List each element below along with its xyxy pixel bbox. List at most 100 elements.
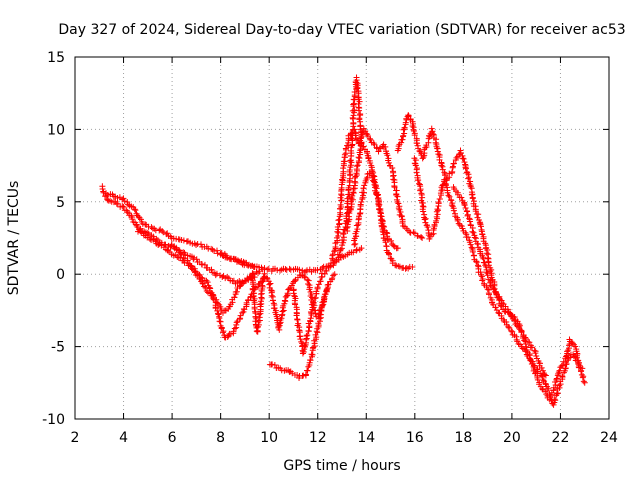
data-point bbox=[468, 244, 475, 251]
data-point bbox=[255, 321, 262, 328]
data-point bbox=[514, 338, 521, 345]
data-point bbox=[256, 311, 263, 318]
data-point bbox=[199, 280, 206, 287]
data-point bbox=[155, 242, 162, 249]
data-point bbox=[369, 177, 376, 184]
data-point bbox=[509, 315, 516, 322]
data-point bbox=[357, 142, 364, 149]
data-point bbox=[497, 296, 504, 303]
data-point bbox=[352, 179, 359, 186]
data-point bbox=[188, 265, 195, 272]
data-series bbox=[290, 74, 365, 357]
data-point bbox=[415, 145, 422, 152]
data-point bbox=[385, 159, 392, 166]
data-point bbox=[522, 348, 529, 355]
data-point bbox=[381, 223, 388, 230]
data-point bbox=[394, 193, 401, 200]
data-point bbox=[351, 126, 358, 133]
data-point bbox=[434, 206, 441, 213]
data-point bbox=[129, 216, 136, 223]
data-point bbox=[401, 124, 408, 131]
data-point bbox=[506, 324, 513, 331]
data-point bbox=[367, 160, 374, 167]
data-point bbox=[458, 194, 465, 201]
data-point bbox=[463, 165, 470, 172]
data-point bbox=[257, 301, 264, 308]
data-point bbox=[301, 273, 308, 280]
data-point bbox=[462, 229, 469, 236]
data-point bbox=[492, 304, 499, 311]
data-point bbox=[239, 309, 246, 316]
data-point bbox=[441, 169, 448, 176]
data-point bbox=[407, 229, 414, 236]
data-point bbox=[360, 192, 367, 199]
data-point bbox=[334, 224, 341, 231]
data-point bbox=[180, 254, 187, 261]
data-point bbox=[231, 294, 238, 301]
data-point bbox=[337, 246, 344, 253]
data-point bbox=[131, 206, 138, 213]
data-point bbox=[432, 139, 439, 146]
data-point bbox=[438, 162, 445, 169]
data-point bbox=[511, 317, 518, 324]
data-point bbox=[503, 319, 510, 326]
data-point bbox=[214, 300, 221, 307]
data-point bbox=[355, 107, 362, 114]
data-point bbox=[353, 228, 360, 235]
data-point bbox=[384, 152, 391, 159]
data-point bbox=[532, 350, 539, 357]
data-point bbox=[310, 344, 317, 351]
data-point bbox=[180, 237, 187, 244]
data-point bbox=[269, 361, 276, 368]
data-point bbox=[522, 335, 529, 342]
data-series bbox=[266, 271, 338, 381]
data-point bbox=[245, 276, 252, 283]
data-point bbox=[323, 286, 330, 293]
data-point bbox=[256, 314, 263, 321]
data-point bbox=[237, 312, 244, 319]
data-point bbox=[375, 148, 382, 155]
data-point bbox=[367, 136, 374, 143]
data-point bbox=[580, 378, 587, 385]
data-point bbox=[405, 113, 412, 120]
data-point bbox=[353, 135, 360, 142]
data-point bbox=[330, 272, 337, 279]
data-point bbox=[144, 234, 151, 241]
data-point bbox=[378, 213, 385, 220]
data-point bbox=[315, 281, 322, 288]
data-point bbox=[132, 207, 139, 214]
data-point bbox=[409, 123, 416, 130]
data-point bbox=[201, 283, 208, 290]
data-point bbox=[121, 198, 128, 205]
data-point bbox=[435, 151, 442, 158]
data-point bbox=[484, 286, 491, 293]
data-point bbox=[331, 271, 338, 278]
data-point bbox=[480, 280, 487, 287]
data-point bbox=[317, 278, 324, 285]
data-point bbox=[335, 217, 342, 224]
x-tick-label: 20 bbox=[503, 430, 521, 446]
data-point bbox=[544, 387, 551, 394]
data-point bbox=[347, 157, 354, 164]
data-point bbox=[291, 292, 298, 299]
data-series bbox=[351, 170, 401, 252]
data-point bbox=[319, 265, 326, 272]
data-point bbox=[531, 347, 538, 354]
data-point bbox=[327, 263, 334, 270]
data-point bbox=[337, 194, 344, 201]
data-point bbox=[323, 267, 330, 274]
x-tick-label: 16 bbox=[406, 430, 424, 446]
data-point bbox=[507, 310, 514, 317]
data-point bbox=[515, 340, 522, 347]
data-point bbox=[318, 307, 325, 314]
axis-ticks bbox=[74, 56, 610, 420]
data-point bbox=[297, 336, 304, 343]
data-point bbox=[191, 240, 198, 247]
data-point bbox=[475, 211, 482, 218]
data-point bbox=[338, 192, 345, 199]
data-point bbox=[120, 203, 127, 210]
data-point bbox=[567, 354, 574, 361]
data-point bbox=[522, 334, 529, 341]
data-point bbox=[538, 364, 545, 371]
